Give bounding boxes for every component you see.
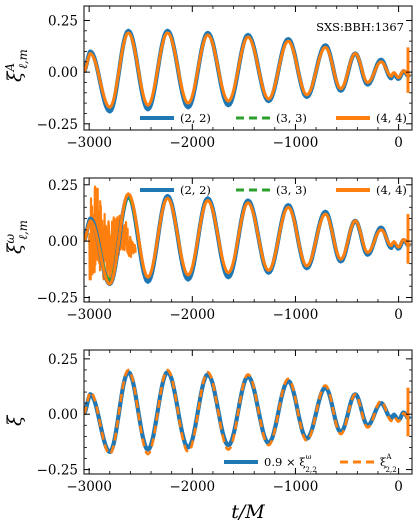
series-line-3 bbox=[84, 31, 412, 109]
panel-1: −3000 −2000 −1000 0 −0.25 0.00 0.25 ξAℓ,m SXS:BB… bbox=[3, 5, 413, 151]
y-tick-label: −0.25 bbox=[37, 117, 78, 133]
x-tick-label: 0 bbox=[394, 307, 403, 323]
y-axis-label-group: ξAℓ,m bbox=[3, 49, 30, 82]
x-tick-label: 0 bbox=[394, 479, 403, 495]
chart-annotation: SXS:BBH:1367 bbox=[316, 20, 404, 34]
y-tick-label: 0.00 bbox=[48, 234, 78, 250]
plot-area bbox=[84, 368, 412, 456]
legend-label-1: (2, 2) bbox=[180, 111, 211, 125]
x-tick-label: −3000 bbox=[66, 307, 112, 323]
legend-label-2: (3, 3) bbox=[276, 111, 307, 125]
y-tick-label: 0.00 bbox=[48, 407, 78, 423]
legend-label-3: (4, 4) bbox=[376, 111, 407, 125]
series-line-3 bbox=[84, 192, 412, 286]
x-tick-label: −3000 bbox=[66, 479, 112, 495]
y-axis-label: ξ bbox=[4, 414, 26, 426]
panel-3: −3000 −2000 −1000 0 −0.25 0.00 0.25 ξ t/M 0.9 × ξ… bbox=[4, 349, 413, 523]
x-axis-label: t/M bbox=[231, 501, 265, 523]
x-tick-label: −1000 bbox=[273, 479, 319, 495]
plot-area bbox=[84, 185, 412, 287]
x-tick-label: −2000 bbox=[169, 479, 215, 495]
legend: (2, 2) (3, 3) (4, 4) bbox=[140, 111, 407, 125]
legend-label-1: (2, 2) bbox=[180, 183, 211, 197]
y-axis-label: ξAℓ,m bbox=[3, 49, 30, 82]
y-tick-label: −0.25 bbox=[37, 463, 78, 479]
panel-2: −3000 −2000 −1000 0 −0.25 0.00 0.25 ξωℓ,m (2, 2)… bbox=[3, 177, 413, 323]
x-tick-label: −2000 bbox=[169, 307, 215, 323]
legend: 0.9 × ξω 2,2 ξA 2,2 bbox=[224, 452, 397, 474]
x-tick-label: −2000 bbox=[169, 135, 215, 151]
legend-label-3: (4, 4) bbox=[376, 183, 407, 197]
axes-frame bbox=[83, 5, 413, 131]
x-tick-label: −1000 bbox=[273, 135, 319, 151]
series-line-2 bbox=[84, 368, 411, 456]
legend: (2, 2) (3, 3) (4, 4) bbox=[140, 183, 407, 197]
y-axis-label-group: ξ bbox=[4, 414, 26, 426]
y-tick-label: 0.00 bbox=[48, 65, 78, 81]
x-tick-label: 0 bbox=[394, 135, 403, 151]
y-tick-label: −0.25 bbox=[37, 290, 78, 306]
legend-label-1: 0.9 × ξω 2,2 bbox=[264, 452, 317, 474]
legend-label-2: ξA 2,2 bbox=[380, 452, 397, 474]
x-tick-label: −1000 bbox=[273, 307, 319, 323]
legend-label-2: (3, 3) bbox=[276, 183, 307, 197]
y-axis-label-group: ξωℓ,m bbox=[3, 220, 30, 254]
axes-frame bbox=[83, 177, 413, 303]
plot-area bbox=[84, 28, 412, 114]
y-tick-label: 0.25 bbox=[48, 13, 78, 29]
y-tick-label: 0.25 bbox=[48, 178, 78, 194]
axes-frame bbox=[83, 349, 413, 475]
y-axis-label: ξωℓ,m bbox=[3, 220, 30, 254]
x-tick-label: −3000 bbox=[66, 135, 112, 151]
y-tick-label: 0.25 bbox=[48, 352, 78, 368]
